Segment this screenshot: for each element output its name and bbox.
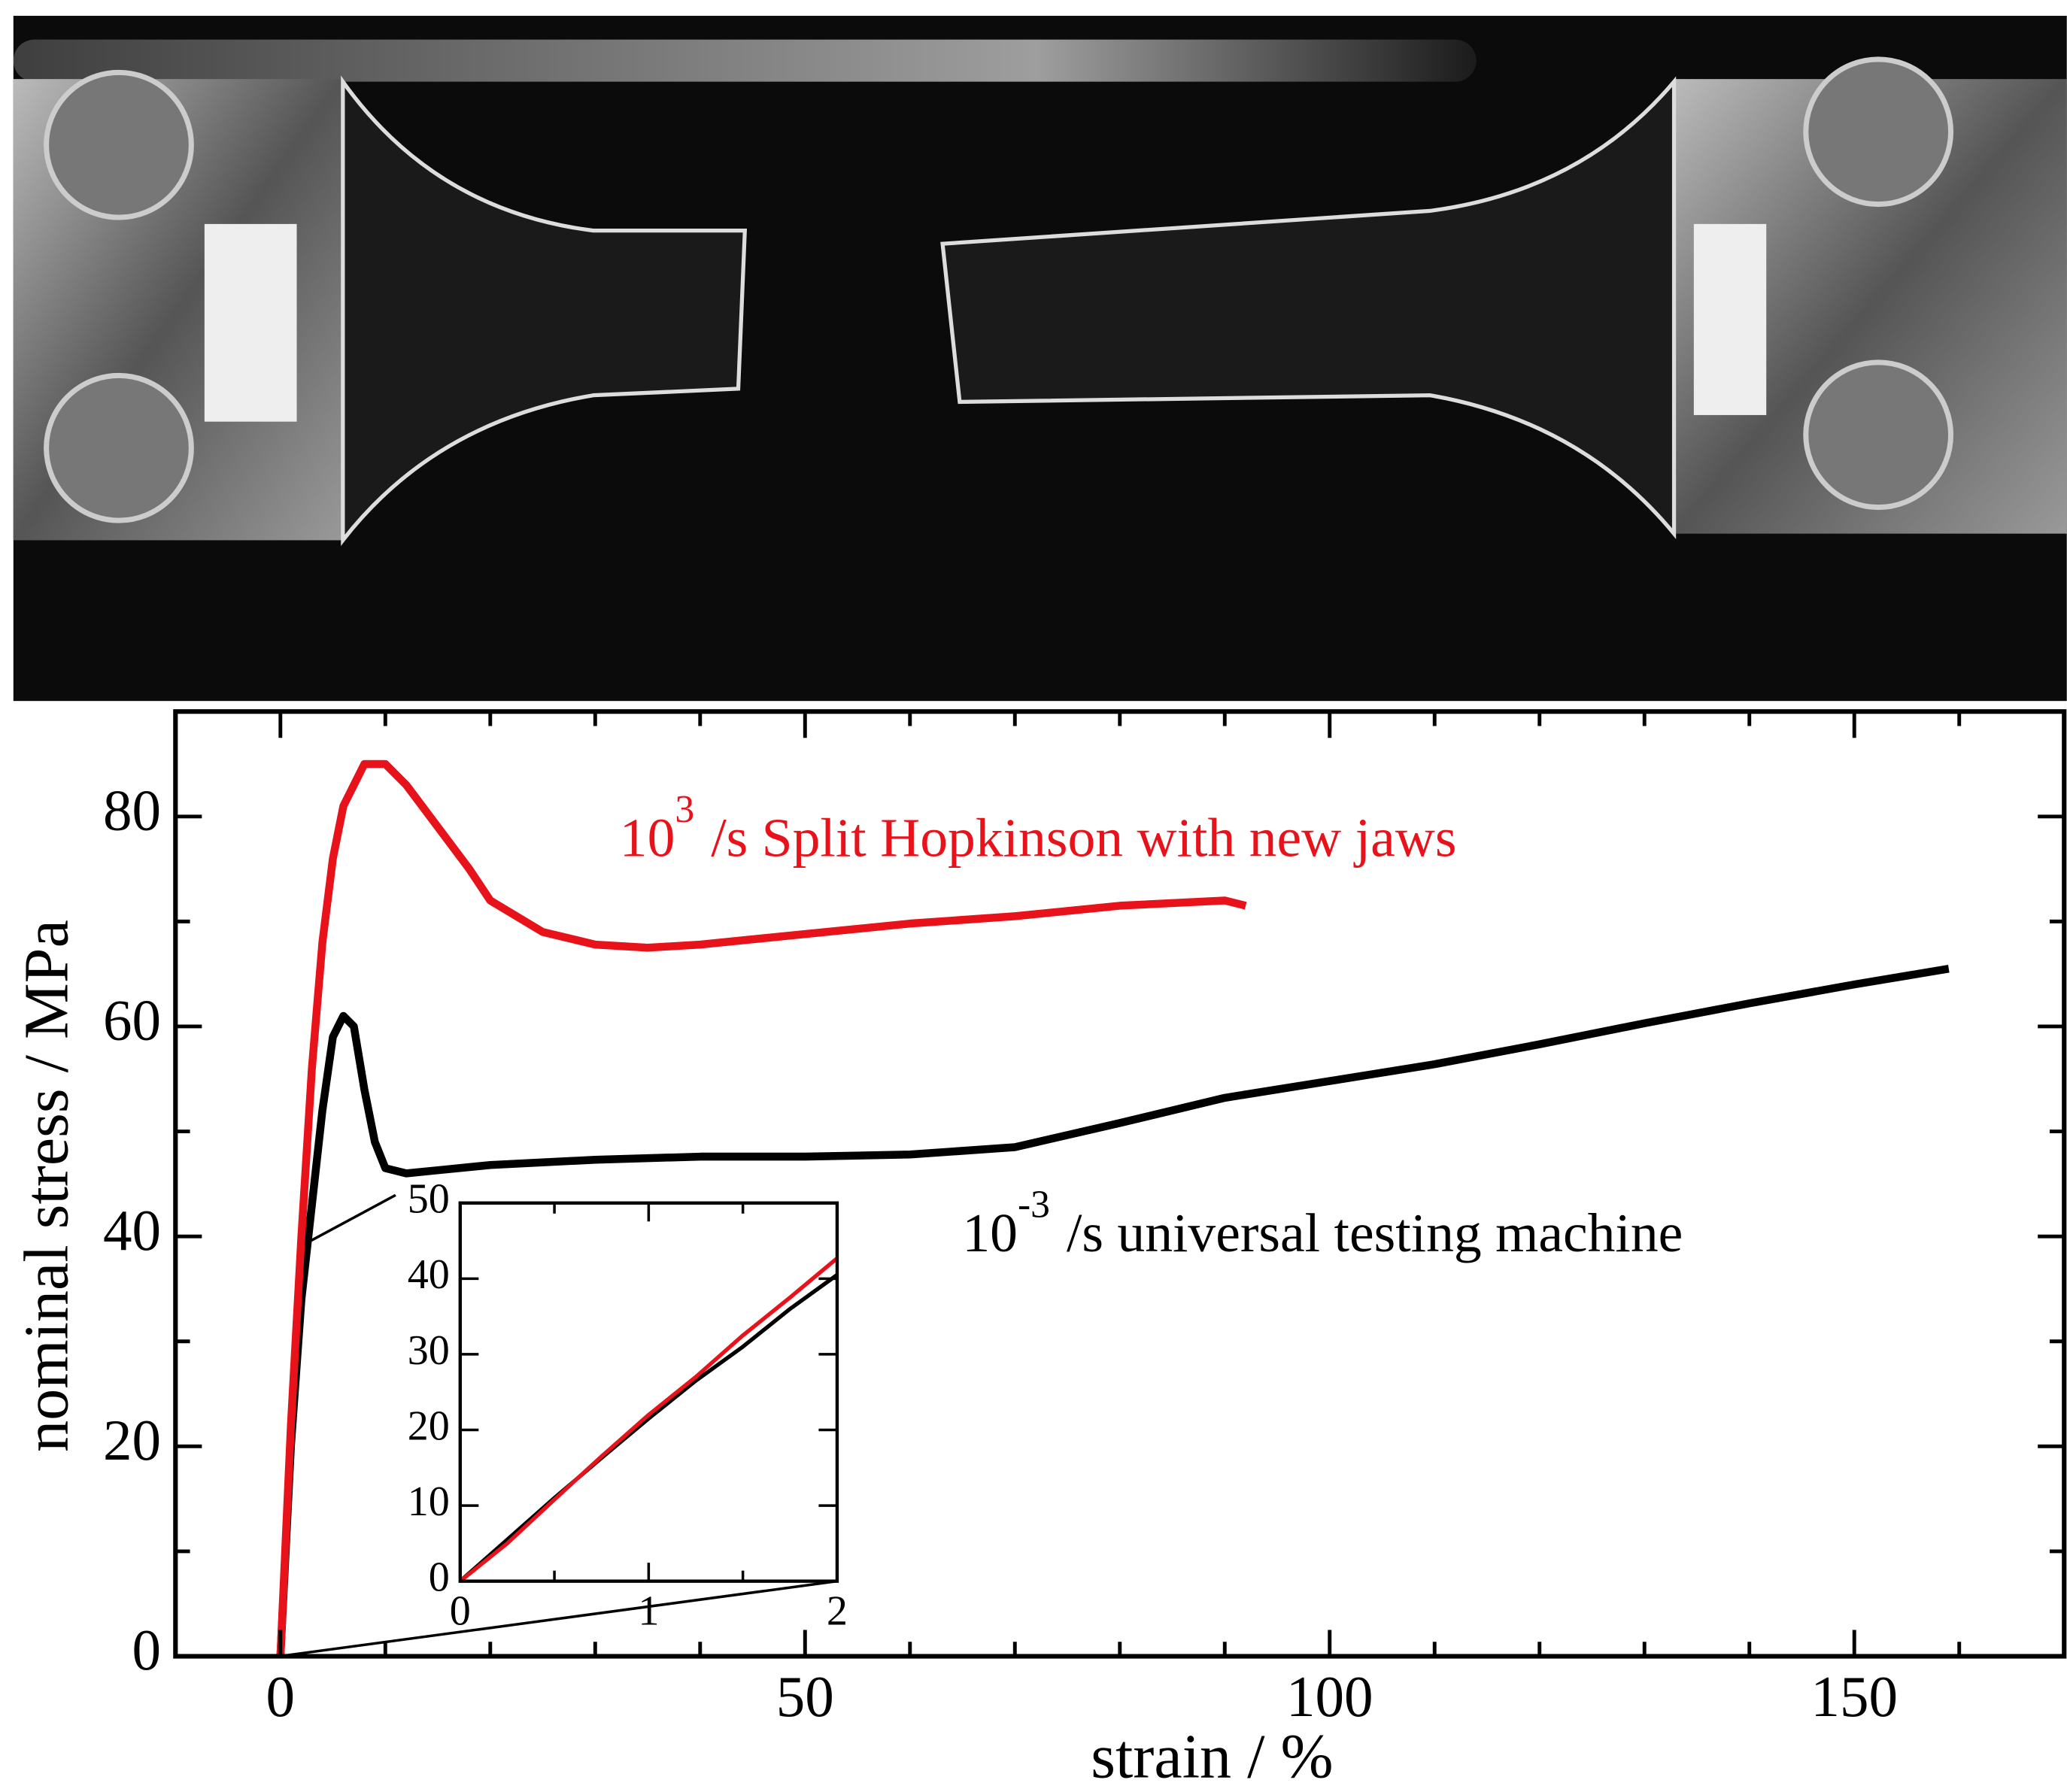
series-line — [459, 1257, 839, 1583]
annotation-base: 10 — [620, 806, 675, 868]
series-line — [459, 1273, 839, 1583]
y-tick-label: 20 — [103, 1408, 161, 1472]
annotation: 103/s Split Hopkinson with new jaws — [620, 788, 1457, 869]
y-tick-label: 50 — [408, 1176, 450, 1223]
y-tick-label: 0 — [132, 1618, 161, 1682]
y-tick-label: 80 — [103, 778, 161, 842]
zoom-line — [309, 1193, 396, 1243]
y-tick-label: 40 — [103, 1198, 161, 1263]
x-tick-label: 0 — [266, 1664, 296, 1729]
zoom-line — [279, 1579, 838, 1658]
y-tick-label: 30 — [408, 1327, 450, 1374]
y-tick-label: 20 — [408, 1402, 450, 1449]
x-tick-label: 50 — [776, 1664, 834, 1729]
x-tick-label: 150 — [1811, 1664, 1898, 1729]
annotation: 10-3/s universal testing machine — [962, 1183, 1683, 1263]
y-axis-label: nominal stress / MPa — [12, 920, 82, 1452]
annotation-text: /s Split Hopkinson with new jaws — [711, 806, 1456, 868]
x-axis-label: strain / % — [1091, 1722, 1333, 1792]
annotation-text: /s universal testing machine — [1067, 1202, 1683, 1263]
series-line — [276, 965, 1950, 1657]
y-tick-label: 0 — [429, 1554, 450, 1601]
x-tick-label: 2 — [827, 1587, 848, 1634]
annotation-superscript: -3 — [1018, 1183, 1050, 1226]
annotation-superscript: 3 — [675, 788, 694, 831]
annotation-base: 10 — [962, 1202, 1018, 1263]
plot-background — [460, 1202, 837, 1581]
y-tick-label: 40 — [408, 1251, 450, 1298]
series-line — [276, 760, 1247, 1657]
x-tick-label: 100 — [1286, 1664, 1373, 1729]
specimen-photo — [13, 16, 2067, 702]
y-tick-label: 10 — [408, 1478, 450, 1525]
x-tick-label: 0 — [450, 1587, 471, 1634]
y-tick-label: 60 — [103, 988, 161, 1053]
x-tick-label: 1 — [638, 1587, 659, 1634]
